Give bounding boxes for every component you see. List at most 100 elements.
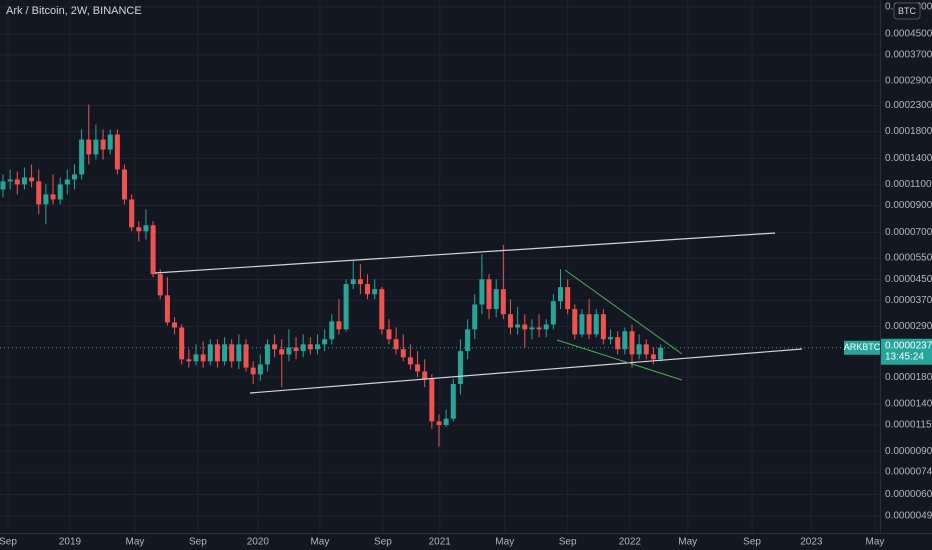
candle-body: [593, 314, 599, 335]
candle-body: [422, 371, 428, 380]
candle-body: [293, 347, 299, 352]
x-tick-label: May: [678, 537, 697, 548]
candle-body: [107, 134, 113, 150]
candle-body: [415, 364, 421, 372]
x-tick-label: 2019: [59, 537, 82, 548]
x-tick-label: May: [125, 537, 144, 548]
candle-body: [465, 329, 471, 352]
candle-body: [43, 194, 49, 205]
candle-body: [236, 344, 242, 362]
candle-body: [179, 327, 185, 360]
x-tick-label: 2023: [800, 537, 823, 548]
candle-body: [536, 327, 542, 330]
candle-body: [558, 287, 564, 302]
price-label-bg: [881, 338, 932, 365]
candle-body: [300, 344, 306, 352]
wedge-line-lower: [556, 339, 683, 381]
currency-badge-label[interactable]: BTC: [898, 6, 917, 16]
candle-body: [186, 359, 192, 362]
candle-body: [579, 314, 585, 335]
trend-line-upper: [154, 232, 776, 274]
candle-body: [636, 344, 642, 355]
candle-body: [71, 174, 77, 180]
grid: [0, 0, 880, 533]
candles: [0, 104, 880, 447]
candle-body: [86, 139, 92, 155]
candle-body: [472, 304, 478, 330]
candle-body: [7, 179, 13, 182]
candle-body: [365, 284, 371, 295]
y-tick-label: 0.00001150: [885, 420, 932, 431]
chart-title: Ark / Bitcoin, 2W, BINANCE: [6, 5, 142, 17]
candle-body: [493, 289, 499, 310]
candle-body: [21, 177, 27, 185]
candle-body: [622, 331, 628, 350]
candle-body: [343, 284, 349, 330]
price-label: 0.00002373: [885, 340, 932, 351]
candle-body: [36, 181, 42, 205]
candle-body: [0, 181, 6, 190]
candle-body: [329, 321, 335, 340]
x-tick-label: Sep: [0, 537, 17, 548]
candle-body: [64, 179, 70, 185]
countdown-label: 13:45:24: [885, 351, 924, 362]
candle-body: [114, 134, 120, 170]
candle-body: [457, 351, 463, 384]
candle-body: [336, 321, 342, 330]
candle-body: [393, 339, 399, 350]
candle-body: [136, 227, 142, 232]
candle-body: [222, 344, 228, 362]
candle-body: [314, 344, 320, 350]
candle-body: [250, 367, 256, 375]
x-tick-label: Sep: [743, 537, 761, 548]
symbol-label-bg: [844, 340, 880, 355]
candle-body: [357, 279, 363, 285]
candle-body: [443, 418, 449, 426]
candle-body: [257, 364, 263, 375]
x-tick-label: May: [866, 537, 885, 548]
x-tick-label: Sep: [374, 537, 392, 548]
candle-body: [436, 421, 442, 426]
candle-body: [658, 347, 664, 360]
candle-body: [608, 337, 614, 340]
candle-body: [214, 344, 220, 362]
candle-body: [643, 344, 649, 355]
candle-body: [122, 169, 128, 200]
candle-body: [272, 344, 278, 350]
candle-body: [129, 199, 135, 228]
candle-body: [586, 314, 592, 335]
x-tick-label: May: [495, 537, 514, 548]
candle-body: [79, 139, 85, 175]
currency-badge[interactable]: [893, 2, 921, 20]
candle-body: [486, 279, 492, 310]
candle-body: [229, 344, 235, 362]
x-tick-label: 2020: [247, 537, 270, 548]
candle-body: [286, 347, 292, 355]
candle-body: [350, 279, 356, 285]
candle-body: [100, 139, 106, 150]
candle-body: [400, 349, 406, 358]
x-tick-label: 2022: [619, 537, 642, 548]
y-tick-label: 0.00045000: [885, 28, 932, 39]
x-tick-label: Sep: [559, 537, 577, 548]
candle-body: [279, 349, 285, 355]
candle-body: [50, 194, 56, 200]
candle-body: [600, 314, 606, 340]
candle-body: [307, 344, 313, 350]
candle-body: [164, 295, 170, 323]
candle-body: [479, 279, 485, 305]
